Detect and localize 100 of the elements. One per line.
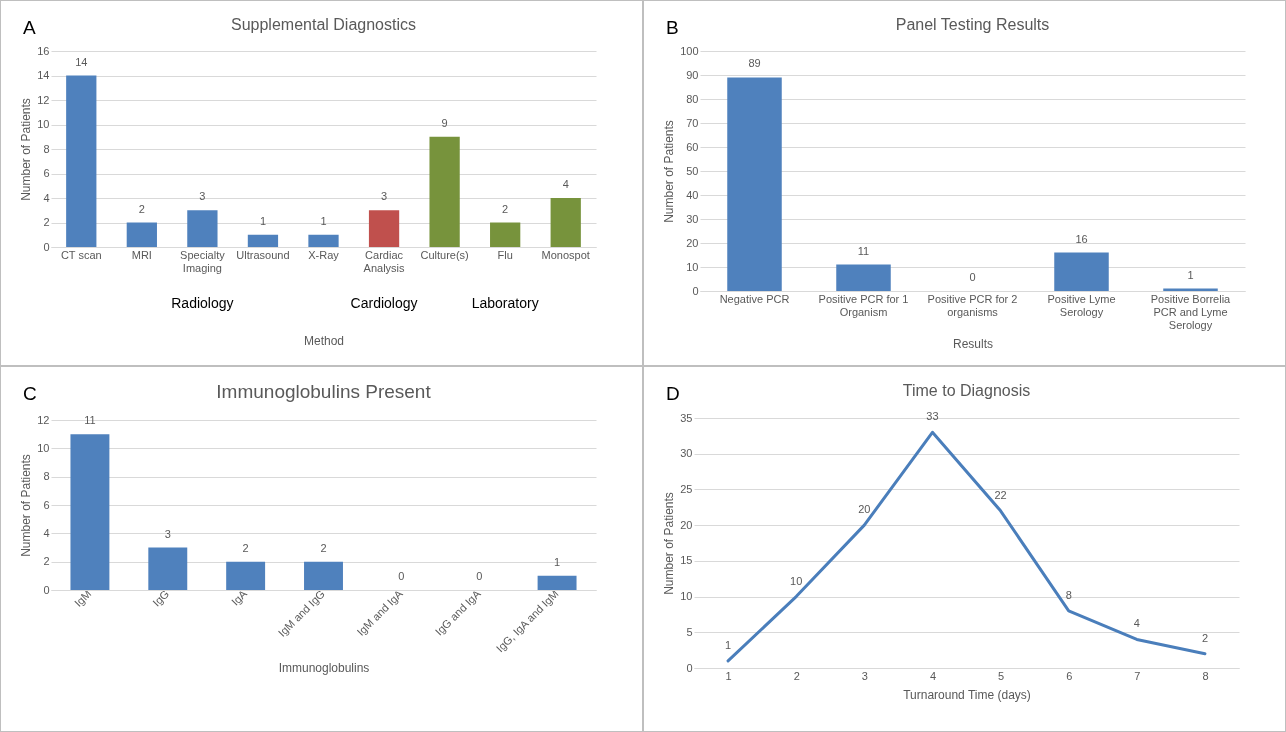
x-tick-label: 5 xyxy=(998,669,1005,682)
bar xyxy=(490,222,521,247)
text: A xyxy=(23,17,36,39)
data-label: 1 xyxy=(725,638,732,651)
y-tick-label: 0 xyxy=(692,284,699,297)
text: D xyxy=(666,383,680,405)
x-tick-label: 6 xyxy=(1066,669,1073,682)
y-tick-label: 30 xyxy=(680,447,693,460)
data-label: 2 xyxy=(138,202,145,215)
y-tick-label: 10 xyxy=(680,590,693,603)
x-tick-label: Positive Lyme Serology xyxy=(1047,292,1116,318)
y-axis-title: Number of Patients xyxy=(19,454,34,557)
bar xyxy=(368,210,400,247)
text: Cardiology xyxy=(350,295,418,311)
y-tick-label: 10 xyxy=(37,118,50,130)
x-tick-label: Cardiac Analysis xyxy=(363,248,406,274)
y-tick-label: 14 xyxy=(37,69,50,81)
x-tick-label: Negative PCR xyxy=(719,292,790,305)
y-tick-label: 0 xyxy=(43,583,50,596)
x-tick-label: Flu xyxy=(497,248,513,261)
y-tick-label: 60 xyxy=(686,140,699,153)
y-tick-label: 8 xyxy=(43,470,50,483)
y-tick-label: 12 xyxy=(37,93,50,106)
bar xyxy=(247,234,279,247)
y-tick-label: 50 xyxy=(686,164,699,177)
data-label: 0 xyxy=(969,271,976,283)
chart-title: Time to Diagnosis xyxy=(902,382,1031,400)
y-tick-label: 10 xyxy=(37,441,50,454)
data-label: 0 xyxy=(398,570,405,582)
bar xyxy=(429,136,460,247)
y-tick-label: 2 xyxy=(43,216,50,228)
data-label: 11 xyxy=(857,244,870,257)
x-tick-label: IgG, IgA and IgM xyxy=(493,587,561,655)
text: C xyxy=(23,383,37,405)
x-tick-label: IgM and IgG xyxy=(275,587,328,639)
text: B xyxy=(666,17,679,39)
y-tick-label: 2 xyxy=(43,555,50,568)
x-tick-label: Positive Borrelia PCR and Lyme Serology xyxy=(1150,292,1232,331)
data-label: 10 xyxy=(790,574,803,587)
y-tick-label: 0 xyxy=(686,661,693,674)
data-label: 2 xyxy=(242,541,249,554)
x-axis-title: Method xyxy=(303,333,345,348)
data-label: 22 xyxy=(994,488,1007,501)
x-tick-label: CT scan xyxy=(60,248,102,261)
y-tick-label: 20 xyxy=(680,518,693,531)
x-tick-label: Ultrasound xyxy=(236,248,290,261)
bar xyxy=(66,75,97,247)
x-tick-label: X-Ray xyxy=(308,248,340,261)
x-tick-label: Specialty Imaging xyxy=(180,248,226,274)
data-label: 3 xyxy=(164,527,171,540)
x-tick-label: 3 xyxy=(861,669,868,682)
y-tick-label: 4 xyxy=(43,526,50,539)
data-label: 14 xyxy=(75,55,88,68)
data-label: 20 xyxy=(858,503,871,516)
text: Radiology xyxy=(171,295,234,311)
y-tick-label: 20 xyxy=(686,236,699,249)
bar xyxy=(550,198,581,247)
data-label: 11 xyxy=(84,414,96,427)
bar xyxy=(537,575,577,590)
y-tick-label: 25 xyxy=(680,482,693,495)
bar xyxy=(126,222,157,247)
data-label: 4 xyxy=(1133,617,1140,630)
y-tick-label: 8 xyxy=(43,142,50,155)
y-axis-title: Number of Patients xyxy=(662,492,677,595)
y-tick-label: 40 xyxy=(686,188,699,201)
chart-title: Immunoglobulins Present xyxy=(216,381,432,402)
data-label: 9 xyxy=(441,116,448,129)
data-label: 1 xyxy=(259,214,267,227)
data-label: 89 xyxy=(748,57,761,70)
y-axis-title: Number of Patients xyxy=(19,98,34,201)
y-tick-label: 12 xyxy=(37,413,50,426)
chart-title: Panel Testing Results xyxy=(895,16,1050,33)
text: Laboratory xyxy=(471,295,539,311)
y-tick-label: 35 xyxy=(680,411,693,424)
x-tick-label: IgM and IgA xyxy=(354,587,406,638)
y-tick-label: 100 xyxy=(680,44,699,57)
y-tick-label: 6 xyxy=(43,498,50,511)
y-tick-label: 4 xyxy=(43,191,50,204)
y-tick-label: 16 xyxy=(37,44,50,57)
y-axis-title: Number of Patients xyxy=(662,120,677,223)
x-tick-label: IgG and IgA xyxy=(432,587,484,638)
x-tick-label: 1 xyxy=(725,669,732,682)
y-tick-label: 15 xyxy=(680,554,693,567)
bar xyxy=(304,561,343,590)
x-tick-label: 4 xyxy=(929,669,936,682)
y-tick-label: 0 xyxy=(43,240,50,253)
data-label: 3 xyxy=(380,190,388,203)
x-tick-label: 7 xyxy=(1134,669,1141,682)
bar xyxy=(187,210,218,247)
data-label: 33 xyxy=(926,410,939,423)
bar xyxy=(70,434,110,590)
x-tick-label: 8 xyxy=(1202,669,1209,682)
x-tick-label: IgM xyxy=(72,587,94,610)
data-label: 3 xyxy=(199,190,206,203)
y-tick-label: 10 xyxy=(686,260,699,273)
x-tick-label: Positive PCR for 1 Organism xyxy=(818,292,909,318)
line-series xyxy=(726,430,1207,663)
x-axis-title: Turnaround Time (days) xyxy=(903,687,1031,702)
bar xyxy=(1054,252,1109,291)
data-label: 2 xyxy=(502,202,509,215)
